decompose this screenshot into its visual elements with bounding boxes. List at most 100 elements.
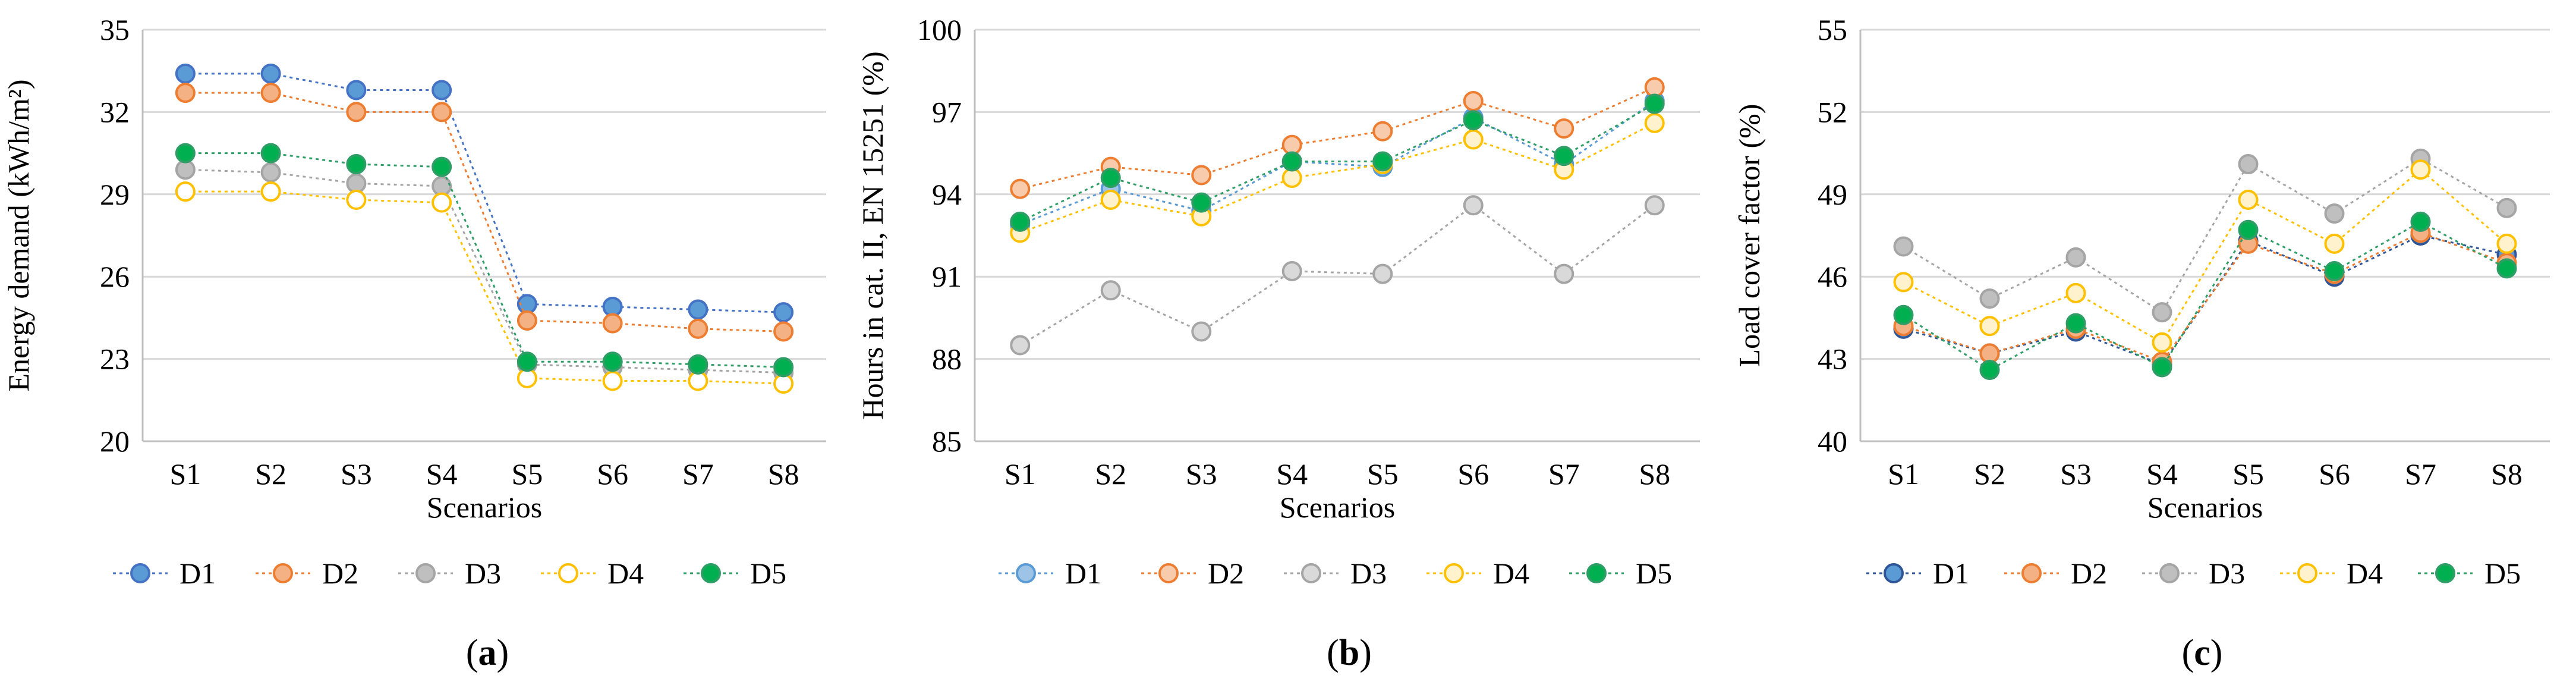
y-tick-label: 46 [1818, 260, 1847, 293]
y-tick-label: 52 [1818, 95, 1847, 128]
data-point-D2 [1191, 165, 1212, 186]
x-tick-label: S4 [2146, 457, 2178, 491]
legend-marker [2159, 563, 2180, 583]
data-point-D2 [1010, 178, 1031, 199]
panel-label-letter: b [1339, 633, 1359, 673]
data-point-D1 [602, 296, 623, 317]
legend-label: D4 [1493, 557, 1529, 590]
data-point-D3 [2238, 154, 2259, 175]
legend-item-D5: D5 [684, 557, 786, 590]
x-tick-label: S7 [2405, 457, 2436, 491]
legend-marker [1016, 563, 1036, 583]
series-line-D4 [1903, 168, 2508, 344]
y-tick-label: 85 [932, 425, 962, 458]
legend-label: D1 [179, 557, 216, 590]
series-D2 [175, 83, 794, 342]
data-point-D3 [2152, 302, 2172, 323]
legend-item-D5: D5 [2418, 557, 2521, 590]
legend-marker [558, 563, 578, 583]
x-tick-label: S4 [1276, 457, 1308, 491]
legend-label: D2 [322, 557, 358, 590]
data-point-D4 [1100, 190, 1121, 211]
data-point-D5 [1979, 360, 2000, 381]
data-point-D3 [1554, 263, 1574, 284]
series-D5 [175, 143, 794, 378]
data-point-D4 [346, 190, 367, 211]
data-point-D3 [1893, 236, 1914, 257]
series-D5 [1010, 93, 1665, 232]
data-point-D1 [432, 80, 452, 100]
panel-label-letter: a [478, 633, 497, 673]
legend-marker [1586, 563, 1607, 583]
data-point-D3 [1644, 195, 1665, 216]
data-point-D5 [1191, 192, 1212, 213]
legend-marker [1444, 563, 1464, 583]
legend-label: D1 [1933, 557, 1969, 590]
legend-item-D4: D4 [1426, 557, 1529, 590]
data-point-D2 [517, 310, 537, 331]
data-point-D2 [260, 83, 281, 103]
x-tick-label: S5 [2232, 457, 2264, 491]
series-D4 [1893, 159, 2517, 353]
legend-item-D5: D5 [1569, 557, 1672, 590]
y-tick-label: 97 [932, 95, 962, 128]
data-point-D2 [1372, 121, 1393, 142]
y-tick-label: 100 [917, 13, 962, 46]
panel-label: (c) [2182, 633, 2223, 673]
x-tick-label: S5 [1367, 457, 1399, 491]
series-line-D1 [185, 73, 784, 313]
data-point-D3 [2065, 247, 2086, 268]
series-line-D2 [185, 92, 784, 332]
data-point-D5 [688, 354, 708, 375]
data-point-D5 [346, 154, 367, 175]
data-point-D4 [260, 181, 281, 202]
data-point-D3 [1281, 260, 1302, 281]
y-axis-title: Energy demand (kWh/m²) [2, 79, 35, 391]
data-point-D4 [432, 192, 452, 213]
data-point-D5 [1554, 146, 1574, 167]
data-point-D5 [1644, 93, 1665, 114]
data-point-D2 [175, 83, 196, 103]
panel-label: (a) [466, 633, 509, 673]
data-point-D4 [2496, 233, 2517, 254]
y-tick-label: 32 [100, 95, 130, 128]
panel-label: (b) [1327, 633, 1372, 673]
legend-label: D2 [2071, 557, 2107, 590]
y-tick-label: 40 [1818, 425, 1847, 458]
x-tick-label: S7 [1548, 457, 1580, 491]
x-tick-label: S1 [1004, 457, 1036, 491]
data-point-D2 [1463, 90, 1484, 111]
legend-item-D2: D2 [256, 557, 358, 590]
data-point-D2 [346, 102, 367, 123]
data-point-D5 [1100, 168, 1121, 189]
data-point-D1 [260, 63, 281, 84]
y-tick-label: 88 [932, 343, 962, 376]
data-point-D4 [517, 368, 537, 388]
data-point-D5 [2496, 258, 2517, 279]
data-point-D1 [773, 302, 794, 323]
legend-marker [130, 563, 150, 583]
y-tick-label: 49 [1818, 178, 1847, 211]
data-point-D4 [1979, 316, 2000, 337]
data-point-D1 [175, 63, 196, 84]
y-tick-label: 29 [100, 178, 130, 211]
legend-label: D3 [1350, 557, 1387, 590]
data-point-D2 [1644, 77, 1665, 98]
data-point-D5 [260, 143, 281, 164]
x-tick-label: S8 [1639, 457, 1670, 491]
legend-item-D1: D1 [113, 557, 216, 590]
x-tick-label: S2 [1095, 457, 1126, 491]
legend-label: D3 [2209, 557, 2245, 590]
chart-panel-a: 20 23 26 29 32 35 S1 S2 S3 S4 S5 S6 S7 S8 Scenarios Ene… [2, 13, 826, 673]
data-point-D2 [1979, 343, 2000, 364]
data-point-D3 [1372, 263, 1393, 284]
y-tick-label: 23 [100, 343, 130, 376]
legend-marker [1301, 563, 1321, 583]
data-point-D5 [773, 357, 794, 378]
legend-item-D1: D1 [999, 557, 1101, 590]
legend-label: D5 [1636, 557, 1672, 590]
data-point-D3 [346, 173, 367, 194]
data-point-D3 [1463, 195, 1484, 216]
legend-item-D2: D2 [2004, 557, 2107, 590]
data-point-D5 [432, 156, 452, 177]
